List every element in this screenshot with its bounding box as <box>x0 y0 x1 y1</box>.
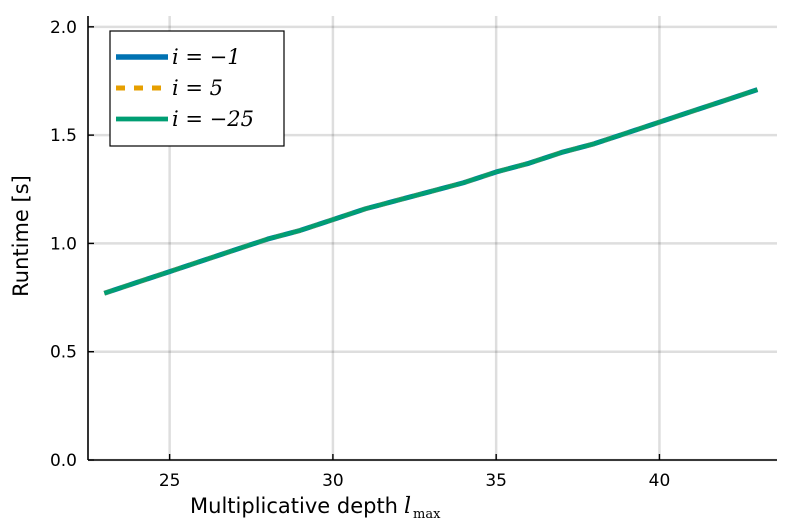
tick-labels: 25 30 35 40 0.0 0.5 1.0 1.5 2.0 <box>50 18 670 491</box>
legend-label-2: i = 5 <box>172 76 223 100</box>
y-tick-label: 1.5 <box>50 126 77 146</box>
y-tick-label: 1.0 <box>50 234 77 254</box>
series-lines <box>103 87 759 296</box>
x-tick-label: 25 <box>159 471 181 491</box>
x-tick-label: 40 <box>649 471 671 491</box>
x-tick-label: 30 <box>322 471 344 491</box>
y-axis-label: Runtime [s] <box>9 175 33 297</box>
series-line-3 <box>103 87 759 296</box>
legend: i = −1 i = 5 i = −25 <box>109 30 285 147</box>
legend-label-3: i = −25 <box>172 107 254 131</box>
y-tick-label: 0.0 <box>50 451 77 471</box>
x-axis-label-math: l <box>404 494 411 519</box>
legend-label-1: i = −1 <box>172 45 241 69</box>
y-tick-label: 2.0 <box>50 18 77 38</box>
x-axis-label: Multiplicative depth <box>190 494 398 518</box>
axes <box>87 16 777 461</box>
x-axis-label-subscript: max <box>413 507 441 522</box>
x-tick-label: 35 <box>485 471 507 491</box>
y-tick-label: 0.5 <box>50 343 77 363</box>
